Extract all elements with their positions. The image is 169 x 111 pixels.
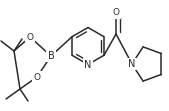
- Text: B: B: [48, 51, 54, 61]
- Text: O: O: [27, 33, 33, 42]
- Text: O: O: [33, 72, 41, 81]
- Text: O: O: [113, 9, 119, 18]
- Text: N: N: [84, 59, 92, 69]
- Text: N: N: [128, 59, 136, 69]
